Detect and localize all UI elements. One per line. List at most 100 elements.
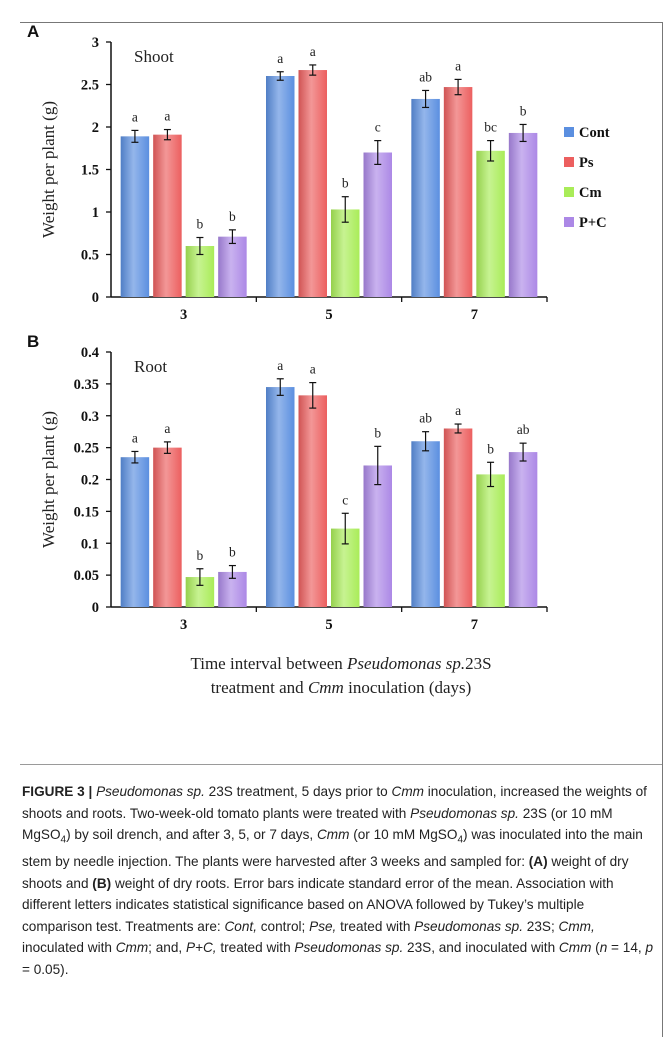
bar-cont-7 — [411, 98, 440, 297]
caption-run: ) by soil drench, and after 3, 5, or 7 d… — [66, 827, 317, 842]
significance-letter: a — [164, 421, 170, 436]
legend-label: Cm — [579, 185, 602, 201]
significance-letter: a — [132, 430, 138, 445]
y-tick-label: 0.05 — [74, 568, 99, 584]
legend-label: Ps — [579, 155, 594, 171]
legend-swatch-ppc — [564, 217, 574, 227]
significance-letter: b — [197, 217, 204, 232]
caption-run: Cmm — [316, 827, 350, 842]
caption-run: FIGURE 3 | — [22, 784, 97, 799]
y-tick-label: 0 — [92, 600, 99, 616]
caption-run: Pseudomonas sp. — [294, 940, 404, 956]
caption-run: Pseudomonas sp. — [414, 918, 523, 934]
bar-cm-7 — [476, 474, 505, 607]
panel-a-letter: A — [27, 22, 40, 41]
caption-run: ; and, — [148, 940, 186, 956]
x-tick-label: 3 — [180, 307, 187, 323]
caption-run: Cmm — [558, 940, 592, 956]
significance-letter: c — [342, 492, 348, 507]
y-tick-label: 3 — [92, 35, 99, 51]
caption-run: treated with — [216, 940, 295, 956]
bar-ps-3 — [153, 134, 182, 297]
caption-run: 4 — [60, 834, 67, 846]
legend-label: Cont — [579, 125, 610, 141]
x-tick-label: 3 — [180, 617, 187, 633]
caption-run: Pseudomonas sp. — [96, 784, 205, 799]
bar-ps-7 — [443, 87, 473, 297]
caption-run: P+C, — [185, 940, 217, 956]
caption-run: 23S; — [522, 918, 559, 934]
x-tick-label: 7 — [471, 617, 478, 633]
caption-run: 4 — [457, 834, 464, 846]
caption-run: Cmm — [391, 784, 424, 799]
bar-ppc-3 — [218, 236, 247, 297]
bar-cont-5 — [266, 387, 295, 607]
caption-run: 23S, and inoculated with — [403, 940, 559, 956]
bar-cm-7 — [476, 150, 505, 297]
chart-title: Root — [134, 357, 167, 376]
x-tick-label: 5 — [325, 617, 332, 633]
legend-label: P+C — [579, 215, 607, 231]
legend-swatch-cont — [564, 127, 574, 137]
y-tick-label: 0.5 — [81, 248, 99, 264]
bar-ppc-5 — [363, 465, 392, 607]
caption-run: (B) — [92, 875, 112, 891]
caption-run: = 0.05). — [22, 961, 69, 977]
caption-run: Cont, — [224, 918, 257, 934]
y-axis-label: Weight per plant (g) — [39, 411, 58, 548]
caption-run: inoculation, increased the weights of sh… — [22, 784, 647, 821]
significance-letter: a — [132, 109, 138, 124]
y-tick-label: 1 — [92, 205, 99, 221]
bar-ppc-7 — [508, 132, 538, 297]
caption-run: ( — [591, 940, 600, 956]
y-tick-label: 1.5 — [81, 163, 99, 179]
y-axis-label: Weight per plant (g) — [39, 101, 58, 238]
y-tick-label: 0.15 — [74, 504, 99, 520]
caption-run: p — [645, 940, 653, 956]
bar-ps-5 — [298, 70, 327, 297]
panel-b-letter: B — [27, 332, 40, 351]
y-tick-label: 0.25 — [74, 441, 99, 457]
x-tick-label: 7 — [471, 307, 478, 323]
significance-letter: b — [342, 176, 349, 191]
bar-cont-3 — [120, 457, 150, 607]
significance-letter: b — [229, 209, 236, 224]
caption-run: 23S (or 10 mM MgSO — [22, 805, 613, 843]
caption-run: = 14, — [607, 940, 646, 956]
significance-letter: c — [375, 120, 381, 135]
significance-letter: b — [229, 545, 236, 560]
x-axis-caption-line2: treatment and Cmm inoculation (days) — [210, 678, 472, 697]
significance-letter: a — [277, 51, 283, 66]
caption-run: Pseudomonas sp. — [410, 805, 519, 821]
bar-cont-3 — [120, 136, 150, 297]
significance-letter: b — [197, 548, 204, 563]
significance-letter: a — [310, 44, 316, 59]
significance-letter: a — [310, 362, 316, 377]
significance-letter: a — [164, 109, 170, 124]
caption-run: weight of dry shoots and — [22, 854, 629, 891]
legend-swatch-ps — [564, 157, 574, 167]
significance-letter: b — [520, 103, 527, 118]
caption-run: (A) — [528, 854, 548, 870]
caption-separator — [20, 764, 662, 765]
significance-letter: a — [277, 358, 283, 373]
caption-run: Pse, — [309, 918, 337, 934]
caption-run: n — [599, 940, 608, 956]
significance-letter: b — [487, 441, 494, 456]
significance-letter: ab — [517, 422, 530, 437]
significance-letter: a — [455, 403, 461, 418]
caption-run: control; — [256, 918, 310, 934]
bar-ppc-5 — [363, 152, 392, 297]
bar-ps-3 — [153, 447, 182, 607]
x-tick-label: 5 — [325, 307, 332, 323]
root-chart: Root Weight per plant (g) 0 0.05 0.1 0.15 0.2 0… — [39, 345, 548, 633]
figure-frame — [20, 22, 663, 1037]
caption-run: Cmm — [115, 940, 149, 956]
bar-cm-5 — [331, 209, 360, 297]
bar-cont-5 — [266, 76, 295, 297]
y-tick-label: 0.4 — [81, 345, 99, 361]
y-tick-label: 0.3 — [81, 409, 99, 425]
bar-ps-7 — [443, 428, 473, 607]
bar-ppc-7 — [508, 452, 538, 607]
caption-run: ) was inoculated into the main stem by n… — [22, 827, 643, 870]
